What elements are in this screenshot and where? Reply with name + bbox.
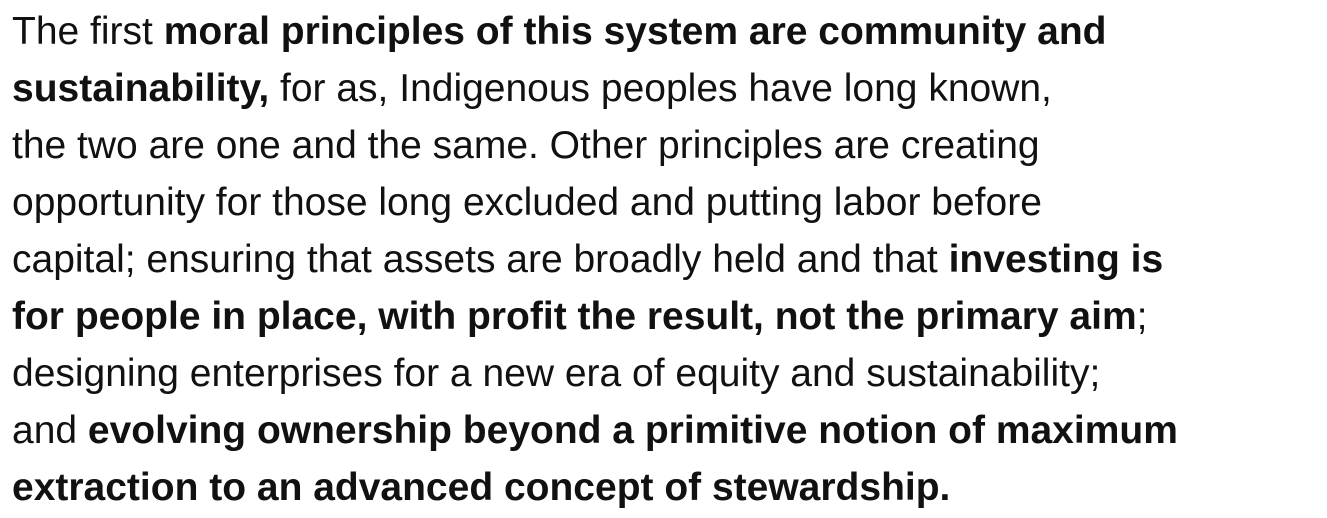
text-line: sustainability, for as, Indigenous peopl… [12,60,1327,117]
bold-text: for people in place, with profit the res… [12,295,1137,338]
text: ; [1136,295,1148,338]
text: for as, Indigenous peoples have long kno… [269,67,1052,110]
bold-text: sustainability, [12,67,270,110]
bold-text: moral principles of this system are comm… [163,10,1107,53]
bold-text: investing is [948,238,1164,281]
text: opportunity for those long excluded and … [12,181,1042,224]
text: capital; ensuring that assets are broadl… [12,238,949,281]
text-line: The first moral principles of this syste… [12,3,1327,60]
text-line: opportunity for those long excluded and … [12,174,1327,231]
text: the two are one and the same. Other prin… [12,124,1040,167]
text-line: extraction to an advanced concept of ste… [12,459,1327,516]
text-line: the two are one and the same. Other prin… [12,117,1327,174]
text: The first [12,10,164,53]
text-line: for people in place, with profit the res… [12,288,1327,345]
text-line: capital; ensuring that assets are broadl… [12,231,1327,288]
text: and [12,409,88,452]
bold-text: extraction to an advanced concept of ste… [12,466,951,509]
text: designing enterprises for a new era of e… [12,352,1101,395]
bold-text: evolving ownership beyond a primitive no… [87,409,1178,452]
text-line: and evolving ownership beyond a primitiv… [12,402,1327,459]
text-line: designing enterprises for a new era of e… [12,345,1327,402]
